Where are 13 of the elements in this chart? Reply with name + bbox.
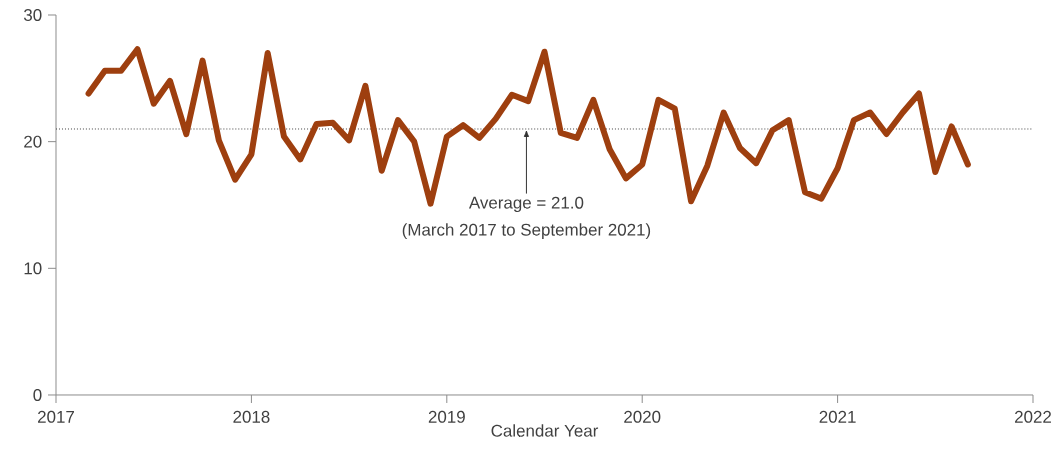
- y-tick-label: 20: [24, 135, 42, 148]
- annotation: (March 2017 to September 2021): [402, 223, 651, 240]
- x-tick-label: 2020: [624, 410, 661, 423]
- x-tick-label: 2019: [428, 410, 465, 423]
- x-tick-label: 2021: [819, 410, 856, 423]
- x-tick-label: 2017: [38, 410, 74, 423]
- y-tick-label: 10: [24, 262, 42, 275]
- y-tick-label: 0: [33, 388, 42, 401]
- x-tick-label: 2022: [1015, 410, 1051, 423]
- y-tick-label: 30: [23, 8, 42, 21]
- ref-line-label: Average = 21.0: [468, 196, 584, 213]
- x-axis-title: Calendar Year: [491, 424, 599, 437]
- x-tick-label: 2018: [233, 410, 270, 423]
